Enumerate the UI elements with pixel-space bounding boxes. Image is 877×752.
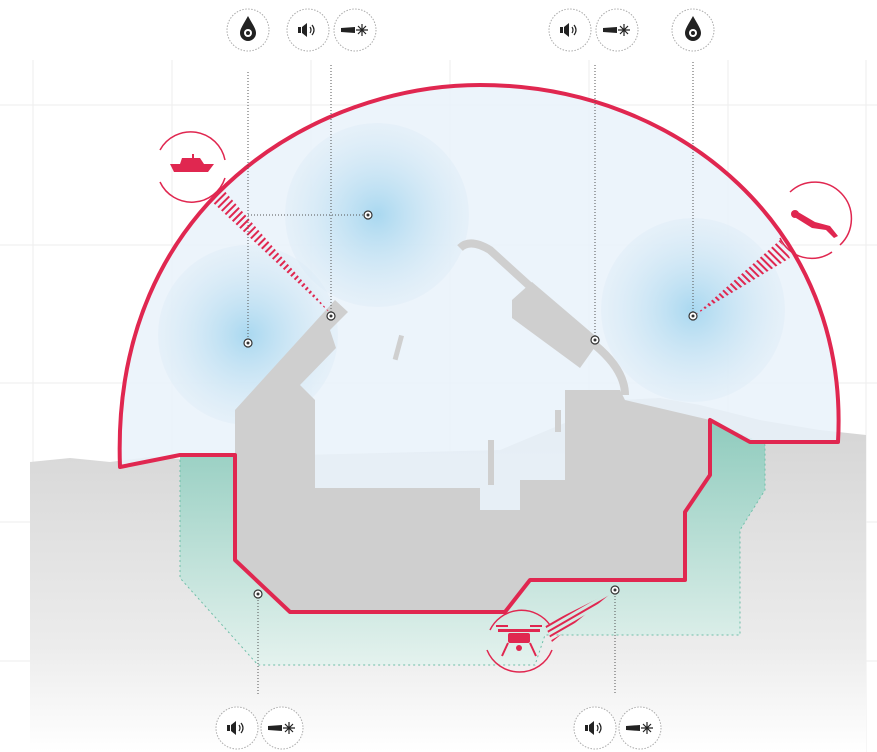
beam bbox=[545, 590, 615, 642]
diver-threat bbox=[779, 181, 853, 260]
beam bbox=[695, 240, 790, 315]
leader-lines bbox=[247, 62, 694, 695]
sensor-points bbox=[243, 210, 698, 599]
laser-icon bbox=[268, 24, 653, 734]
boat-threat bbox=[159, 131, 226, 203]
speaker-icon bbox=[227, 23, 602, 735]
hydrophone-icon bbox=[240, 16, 701, 41]
beam bbox=[208, 188, 332, 315]
building bbox=[235, 239, 710, 612]
sensor-dots bbox=[246, 213, 695, 596]
coverage bbox=[601, 218, 785, 402]
dome-outline bbox=[117, 83, 841, 614]
drone-threat bbox=[486, 609, 553, 673]
